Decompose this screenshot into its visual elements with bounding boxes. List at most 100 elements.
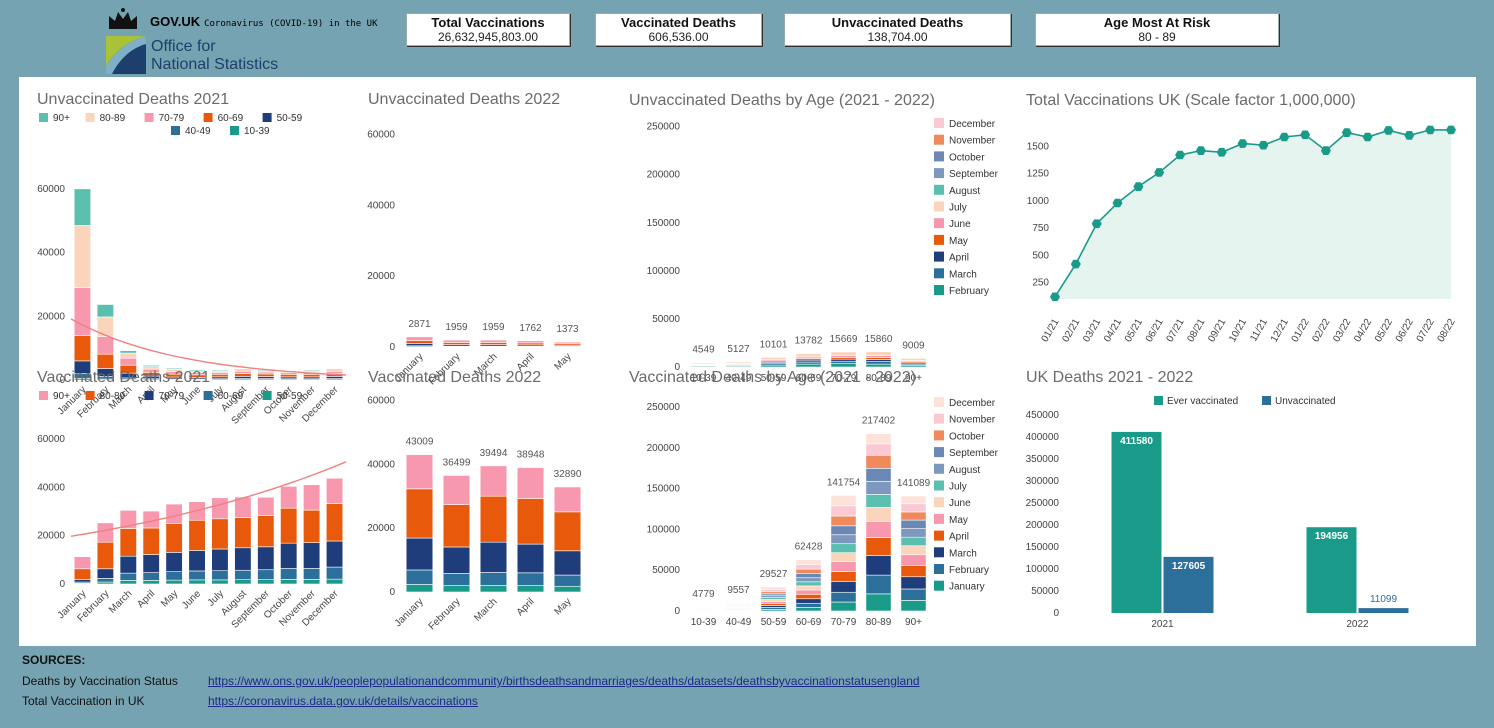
data-point [1425, 125, 1436, 135]
bar-segment [830, 495, 857, 507]
chart-unvaxAge: Unvaccinated Deaths by Age (2021 - 2022)… [629, 92, 999, 384]
x-tick-label: 10-39 [691, 373, 717, 384]
data-label: 15669 [830, 334, 858, 345]
legend-swatch [934, 134, 944, 145]
bar-segment [188, 369, 206, 372]
source-label: Deaths by Vaccination Status [22, 674, 178, 688]
govuk-title: GOV.UK [150, 14, 201, 29]
govuk-logo[interactable]: GOV.UK Coronavirus (COVID-19) in the UK [150, 14, 377, 29]
bar-segment [325, 370, 344, 374]
source-link[interactable]: https://coronavirus.data.gov.uk/details/… [208, 694, 478, 708]
bar-segment [830, 561, 857, 572]
data-point [1133, 182, 1144, 191]
data-label: 127605 [1172, 561, 1206, 572]
x-tick-label: May [552, 351, 573, 372]
bar-segment [303, 567, 321, 580]
data-label: 9009 [902, 340, 925, 351]
source-link[interactable]: https://www.ons.gov.uk/peoplepopulationa… [208, 674, 920, 688]
y-tick-label: 0 [59, 375, 65, 386]
bar-segment [188, 579, 206, 585]
bar-segment [165, 523, 183, 553]
bar-segment [73, 188, 92, 226]
x-tick-label: 90+ [905, 617, 922, 628]
legend-swatch [934, 218, 944, 229]
bar-segment [303, 484, 321, 511]
bar-segment [900, 511, 927, 521]
bar-segment [96, 578, 114, 583]
kpi-age-most-at-risk: Age Most At Risk 80 - 89 [1035, 13, 1279, 46]
legend-label: 50-59 [277, 113, 303, 124]
x-tick-label: 70-79 [831, 617, 857, 628]
legend-label: September [949, 169, 999, 180]
bar-segment [442, 342, 471, 345]
x-tick-label: 05/22 [1373, 317, 1395, 345]
legend-label: August [949, 186, 980, 197]
bar-segment [865, 494, 892, 508]
x-tick-label: 10-39 [691, 617, 717, 628]
chart-title: Vaccinated Deaths 2022 [368, 369, 541, 386]
source-row: Total Vaccination in UK https://coronavi… [22, 694, 1122, 708]
area-fill [1055, 129, 1451, 299]
x-tick-label: 01/21 [1040, 317, 1062, 345]
data-label: 194956 [1315, 531, 1349, 542]
legend-label: 70-79 [159, 113, 185, 124]
bar-segment [865, 443, 892, 456]
bar-segment [830, 601, 857, 612]
bar-segment [830, 571, 857, 582]
bar [1111, 431, 1162, 613]
y-tick-label: 40000 [37, 482, 65, 493]
data-point [1237, 139, 1248, 148]
y-tick-label: 50000 [1031, 586, 1059, 597]
legend-swatch [934, 564, 944, 574]
data-label: 15860 [865, 334, 893, 345]
kpi-title: Age Most At Risk [1103, 15, 1211, 30]
bar-segment [96, 316, 114, 337]
legend-swatch [934, 234, 944, 245]
bar-segment [900, 545, 927, 556]
x-tick-label: 06/22 [1394, 317, 1416, 345]
x-tick-label: 07/22 [1415, 317, 1437, 345]
data-label: 2871 [408, 319, 431, 330]
bar-segment [234, 517, 252, 549]
bar-segment [795, 564, 822, 570]
bar-segment [211, 570, 229, 581]
bar [1306, 527, 1357, 613]
bar-segment [795, 568, 822, 574]
trend-line [70, 461, 347, 537]
bar-segment [442, 504, 471, 548]
bar-segment [830, 591, 857, 603]
bar-segment [211, 497, 229, 520]
bar-segment [73, 568, 92, 580]
x-tick-label: 50-59 [761, 617, 787, 628]
x-tick-label: 50-59 [761, 373, 787, 384]
data-label: 4779 [692, 589, 715, 600]
bar-segment [325, 477, 344, 504]
data-point [1216, 147, 1227, 157]
bar-segment [119, 352, 137, 359]
bar-segment [142, 580, 160, 585]
legend-label: July [949, 482, 967, 493]
bar-segment [795, 353, 822, 358]
y-tick-label: 450000 [1026, 410, 1060, 421]
bar-segment [257, 376, 275, 379]
x-tick-label: 80-89 [866, 373, 892, 384]
bar-segment [900, 528, 927, 538]
bar-segment [142, 365, 160, 367]
legend-label: February [949, 565, 989, 576]
bar-segment [865, 507, 892, 522]
x-tick-label: 40-49 [726, 373, 752, 384]
x-tick-label: 70-79 [831, 373, 857, 384]
y-tick-label: 150000 [1026, 542, 1060, 553]
x-tick-label: 02/22 [1311, 317, 1333, 345]
kpi-value: 26,632,945,803.00 [437, 30, 539, 44]
data-label: 9557 [727, 585, 750, 596]
y-tick-label: 250000 [1026, 498, 1060, 509]
legend-label: October [949, 152, 985, 163]
x-tick-label: March [107, 588, 134, 615]
chart-title: Unvaccinated Deaths 2022 [368, 91, 560, 108]
y-tick-label: 300000 [1026, 476, 1060, 487]
legend-label: March [949, 269, 977, 280]
ons-logo-text[interactable]: Office for National Statistics [151, 38, 278, 74]
bar-segment [257, 569, 275, 580]
y-tick-label: 0 [59, 579, 65, 590]
